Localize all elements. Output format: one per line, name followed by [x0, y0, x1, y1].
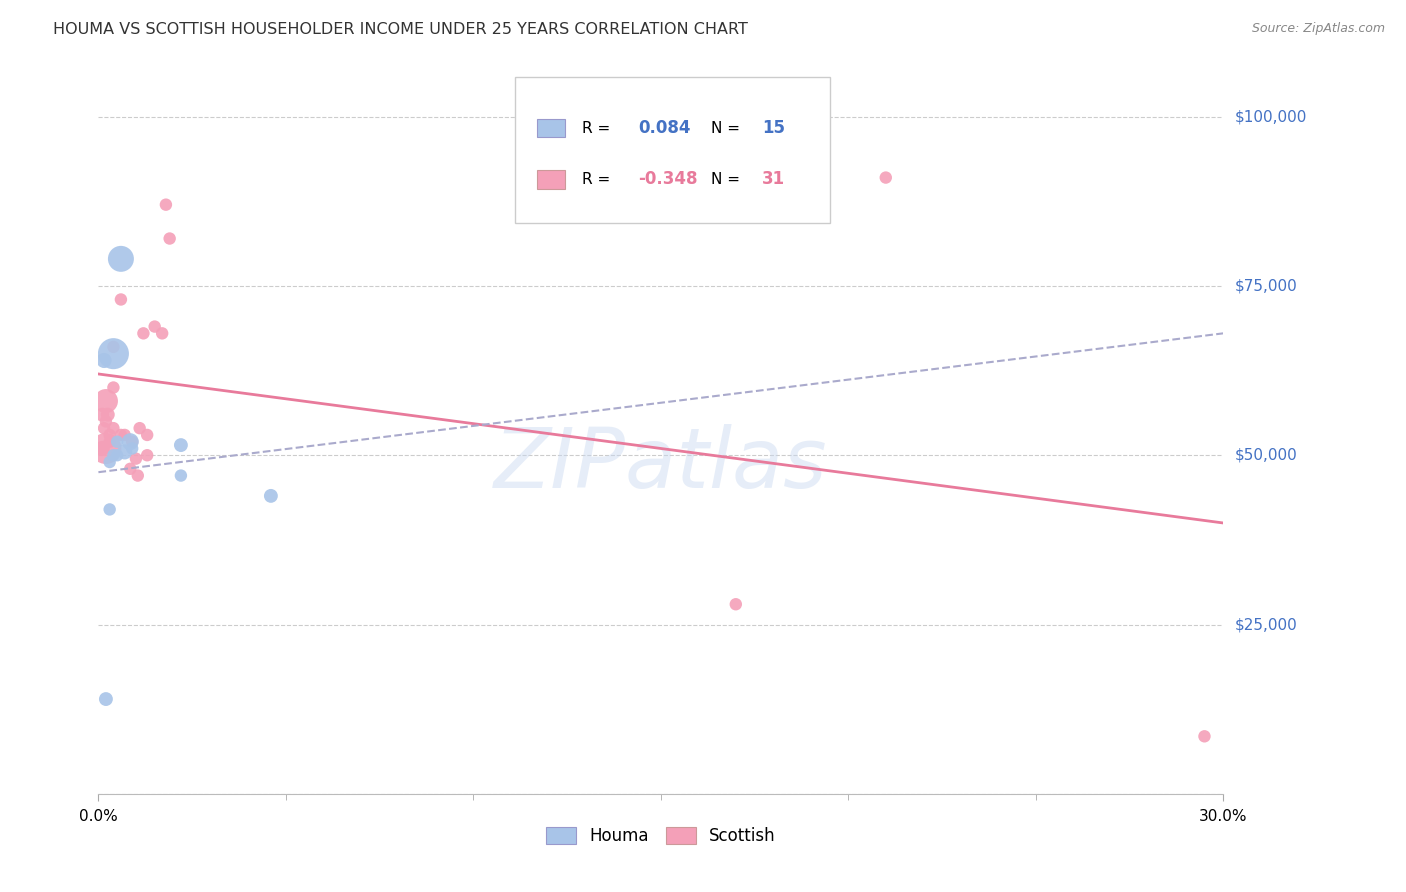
Point [132, 326, 155, 341]
Point [110, 293, 132, 307]
Text: N =: N = [711, 172, 745, 187]
Point [136, 448, 159, 462]
Point [98, 428, 121, 442]
FancyBboxPatch shape [537, 170, 565, 188]
Point [260, 489, 283, 503]
Point [103, 421, 125, 435]
Point [98, 434, 121, 449]
Point [103, 340, 125, 354]
Point [121, 442, 143, 456]
Point [105, 434, 128, 449]
Point [114, 428, 136, 442]
Point [110, 428, 132, 442]
Point [120, 462, 142, 476]
Point [159, 231, 181, 245]
Text: R =: R = [582, 172, 616, 187]
Point [103, 346, 125, 360]
Text: $25,000: $25,000 [1234, 617, 1298, 632]
Point [94, 414, 117, 428]
Text: $100,000: $100,000 [1234, 109, 1306, 124]
Text: 31: 31 [762, 170, 785, 188]
Point [125, 451, 148, 466]
Point [1194, 729, 1216, 743]
Point [94, 442, 117, 456]
Point [143, 319, 166, 334]
Point [724, 597, 747, 611]
Text: HOUMA VS SCOTTISH HOUSEHOLDER INCOME UNDER 25 YEARS CORRELATION CHART: HOUMA VS SCOTTISH HOUSEHOLDER INCOME UND… [53, 22, 748, 37]
Text: -0.348: -0.348 [638, 170, 697, 188]
Point [91, 442, 114, 456]
Point [91, 408, 114, 422]
Point [98, 502, 121, 516]
Point [105, 448, 128, 462]
Legend: Houma, Scottish: Houma, Scottish [540, 820, 782, 851]
Text: Source: ZipAtlas.com: Source: ZipAtlas.com [1251, 22, 1385, 36]
Point [103, 448, 125, 462]
Point [875, 170, 897, 185]
Point [114, 445, 136, 459]
Point [127, 468, 149, 483]
Point [93, 353, 115, 368]
FancyBboxPatch shape [537, 120, 565, 137]
Text: $75,000: $75,000 [1234, 278, 1298, 293]
Text: 15: 15 [762, 120, 785, 137]
Point [128, 421, 150, 435]
Text: N =: N = [711, 120, 745, 136]
Text: $50,000: $50,000 [1234, 448, 1298, 463]
Point [120, 434, 142, 449]
Point [93, 421, 115, 435]
Point [110, 252, 132, 266]
Point [97, 408, 120, 422]
Point [98, 455, 121, 469]
Text: 0.084: 0.084 [638, 120, 690, 137]
Text: ZIPatlas: ZIPatlas [494, 425, 828, 505]
Point [170, 468, 193, 483]
Text: R =: R = [582, 120, 616, 136]
Point [170, 438, 193, 452]
Point [155, 197, 177, 211]
Point [136, 428, 159, 442]
Point [150, 326, 173, 341]
Point [121, 434, 143, 449]
Point [94, 394, 117, 409]
FancyBboxPatch shape [515, 77, 830, 223]
Point [94, 692, 117, 706]
Point [103, 380, 125, 394]
